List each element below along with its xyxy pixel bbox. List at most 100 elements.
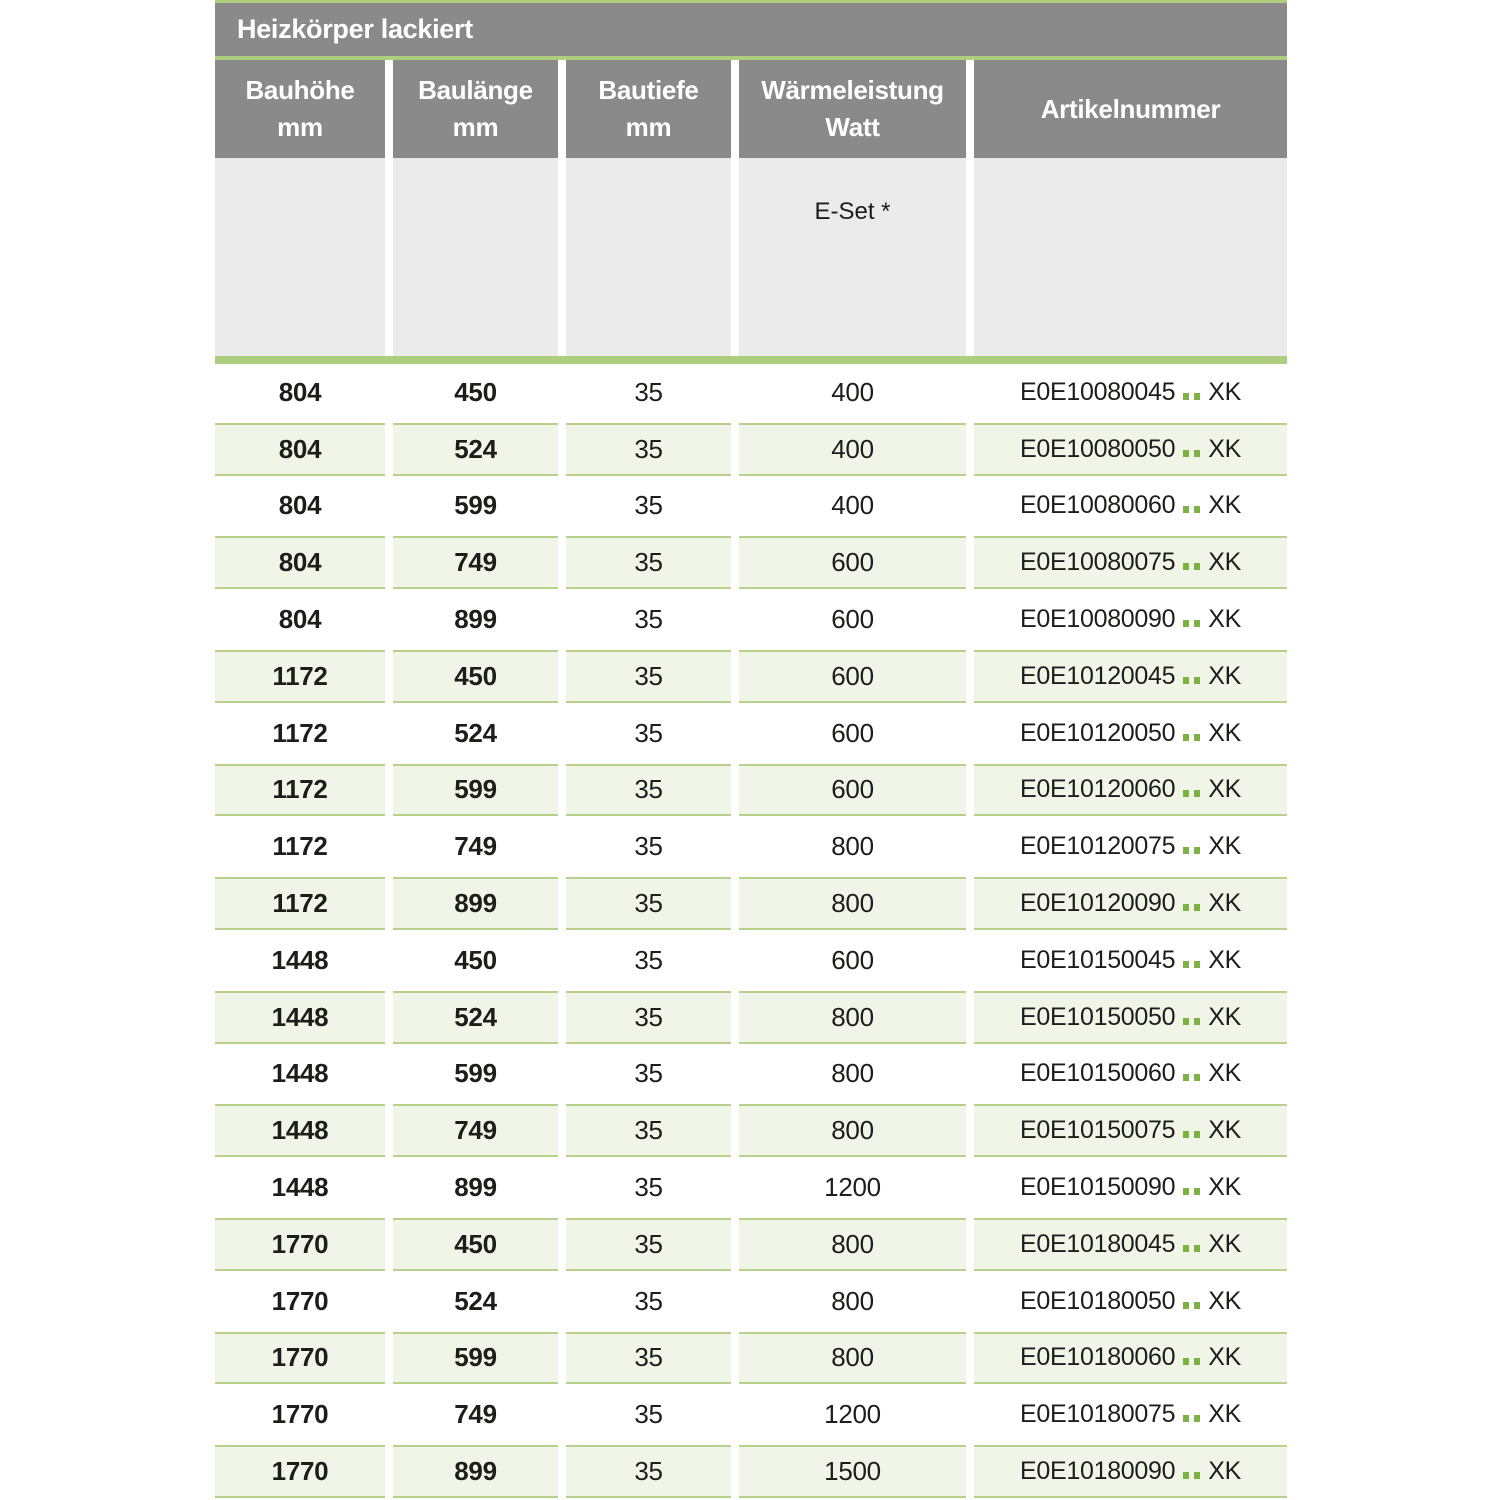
cell-bautiefe: 35 bbox=[566, 649, 731, 703]
cell-baulaenge: 599 bbox=[454, 490, 497, 521]
col-header-label: Baulänge bbox=[418, 75, 533, 105]
col-header-bautiefe: Bautiefe mm bbox=[566, 60, 731, 158]
artikel-prefix: E0E10120050 bbox=[1020, 718, 1176, 747]
cell-bauhoehe: 1448 bbox=[271, 1172, 329, 1203]
artikel-prefix: E0E10080090 bbox=[1020, 605, 1176, 634]
artikel-prefix: E0E10180045 bbox=[1020, 1229, 1176, 1258]
wildcard-dot-icon bbox=[1183, 620, 1190, 628]
wildcard-dot-icon bbox=[1194, 960, 1201, 968]
col-header-baulaenge: Baulänge mm bbox=[393, 60, 558, 158]
top-accent-line bbox=[215, 0, 1287, 3]
cell-baulaenge: 749 bbox=[393, 536, 558, 590]
cell-baulaenge: 599 bbox=[393, 763, 558, 817]
cell-bautiefe: 35 bbox=[634, 490, 663, 521]
artikel-suffix: XK bbox=[1208, 1173, 1241, 1202]
artikel-suffix: XK bbox=[1208, 718, 1241, 747]
cell-bautiefe: 35 bbox=[566, 1445, 731, 1498]
cell-waermeleistung: 800 bbox=[739, 877, 966, 930]
cell-artikelnummer: E0E10080090 XK bbox=[974, 593, 1287, 646]
table-row: 1172 749 35 800 E0E10120075 XK bbox=[215, 818, 1287, 875]
table-row: 1448 749 35 800 E0E10150075 XK bbox=[215, 1102, 1287, 1159]
wildcard-dot-icon bbox=[1183, 1017, 1190, 1025]
cell-bautiefe: 35 bbox=[634, 831, 663, 862]
wildcard-dot-icon bbox=[1194, 620, 1201, 628]
cell-baulaenge: 450 bbox=[454, 944, 497, 975]
cell-artikelnummer: E0E10150090 XK bbox=[974, 1161, 1287, 1214]
cell-baulaenge: 524 bbox=[454, 1285, 497, 1316]
table-row: 1172 599 35 600 E0E10120060 XK bbox=[215, 762, 1287, 819]
wildcard-dot-icon bbox=[1194, 790, 1201, 798]
table-row: 1448 599 35 800 E0E10150060 XK bbox=[215, 1046, 1287, 1103]
col-header-artikelnummer: Artikelnummer bbox=[974, 60, 1287, 158]
cell-artikelnummer: E0E10180090 XK bbox=[974, 1445, 1287, 1498]
artikel-prefix: E0E10120075 bbox=[1020, 832, 1176, 861]
cell-bauhoehe: 1770 bbox=[271, 1399, 329, 1430]
cell-baulaenge: 899 bbox=[393, 877, 558, 930]
artikel-prefix: E0E10080060 bbox=[1020, 491, 1176, 520]
subheader-cell-eset: E-Set * bbox=[739, 158, 966, 356]
cell-waermeleistung: 800 bbox=[739, 1104, 966, 1158]
col-header-waermeleistung: Wärmeleistung Watt bbox=[739, 60, 966, 158]
col-header-label: Bauhöhe bbox=[245, 75, 355, 105]
cell-bautiefe: 35 bbox=[566, 1217, 731, 1271]
cell-bautiefe: 35 bbox=[634, 1172, 663, 1203]
cell-bautiefe: 35 bbox=[566, 877, 731, 930]
wildcard-dot-icon bbox=[1194, 847, 1201, 855]
artikel-prefix: E0E10150090 bbox=[1020, 1173, 1176, 1202]
cell-waermeleistung: 800 bbox=[831, 1058, 874, 1089]
cell-waermeleistung: 1500 bbox=[739, 1445, 966, 1498]
cell-bauhoehe: 804 bbox=[278, 604, 322, 635]
wildcard-dot-icon bbox=[1183, 1301, 1190, 1309]
cell-baulaenge: 749 bbox=[454, 1399, 497, 1430]
cell-baulaenge: 749 bbox=[393, 1104, 558, 1158]
cell-bautiefe: 35 bbox=[566, 422, 731, 476]
cell-bauhoehe: 1770 bbox=[215, 1445, 385, 1498]
cell-waermeleistung: 600 bbox=[831, 604, 874, 635]
artikel-suffix: XK bbox=[1208, 491, 1241, 520]
wildcard-dot-icon bbox=[1194, 676, 1201, 684]
table-title: Heizkörper lackiert bbox=[237, 14, 473, 44]
cell-bauhoehe: 1448 bbox=[215, 990, 385, 1044]
cell-artikelnummer: E0E10150050 XK bbox=[974, 990, 1287, 1044]
subheader-cell-bautiefe bbox=[566, 158, 731, 356]
artikel-suffix: XK bbox=[1208, 1116, 1241, 1145]
cell-artikelnummer: E0E10150075 XK bbox=[974, 1104, 1287, 1158]
cell-bauhoehe: 804 bbox=[278, 376, 322, 407]
table-row: 804 599 35 400 E0E10080060 XK bbox=[215, 478, 1287, 535]
cell-bauhoehe: 1172 bbox=[215, 877, 385, 930]
artikel-suffix: XK bbox=[1208, 434, 1241, 463]
table-row: 1770 899 35 1500 E0E10180090 XK bbox=[215, 1443, 1287, 1500]
artikel-prefix: E0E10120090 bbox=[1020, 889, 1176, 918]
wildcard-dot-icon bbox=[1183, 1131, 1190, 1139]
cell-bautiefe: 35 bbox=[566, 1104, 731, 1158]
artikel-suffix: XK bbox=[1208, 832, 1241, 861]
wildcard-dot-icon bbox=[1183, 790, 1190, 798]
table-row: 1770 450 35 800 E0E10180045 XK bbox=[215, 1216, 1287, 1273]
artikel-prefix: E0E10150050 bbox=[1020, 1002, 1176, 1031]
cell-waermeleistung: 400 bbox=[831, 376, 874, 407]
cell-baulaenge: 899 bbox=[454, 604, 497, 635]
cell-baulaenge: 599 bbox=[393, 1331, 558, 1385]
table-row: 1770 749 35 1200 E0E10180075 XK bbox=[215, 1386, 1287, 1443]
table-row: 804 899 35 600 E0E10080090 XK bbox=[215, 591, 1287, 648]
cell-bauhoehe: 1448 bbox=[215, 1104, 385, 1158]
cell-bauhoehe: 1172 bbox=[215, 763, 385, 817]
artikel-prefix: E0E10180060 bbox=[1020, 1343, 1176, 1372]
table-row: 1770 524 35 800 E0E10180050 XK bbox=[215, 1273, 1287, 1330]
header-accent-line bbox=[215, 56, 1287, 60]
table-body: 804 450 35 400 E0E10080045 XK 804 524 35 400 E0E10… bbox=[215, 364, 1287, 1500]
wildcard-dot-icon bbox=[1183, 847, 1190, 855]
artikel-prefix: E0E10080050 bbox=[1020, 434, 1176, 463]
column-headers: Bauhöhe mm Baulänge mm Bautiefe mm Wärme… bbox=[215, 60, 1287, 158]
wildcard-dot-icon bbox=[1183, 1472, 1190, 1480]
artikel-suffix: XK bbox=[1208, 605, 1241, 634]
wildcard-dot-icon bbox=[1194, 1301, 1201, 1309]
cell-waermeleistung: 600 bbox=[739, 763, 966, 817]
cell-bauhoehe: 1172 bbox=[215, 649, 385, 703]
table-row: 1172 524 35 600 E0E10120050 XK bbox=[215, 705, 1287, 762]
cell-bautiefe: 35 bbox=[634, 604, 663, 635]
table-row: 804 450 35 400 E0E10080045 XK bbox=[215, 364, 1287, 421]
wildcard-dot-icon bbox=[1183, 1244, 1190, 1252]
subheader-row: E-Set * bbox=[215, 158, 1287, 356]
subheader-cell-bauhoehe bbox=[215, 158, 385, 356]
